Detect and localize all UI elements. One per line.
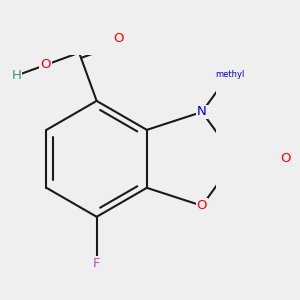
Text: F: F [93,257,100,270]
Text: H: H [11,69,21,82]
Text: methyl: methyl [215,70,244,79]
Text: O: O [280,152,290,165]
Text: O: O [197,199,207,212]
Text: O: O [114,32,124,45]
Text: O: O [40,58,51,71]
Text: N: N [197,106,207,118]
